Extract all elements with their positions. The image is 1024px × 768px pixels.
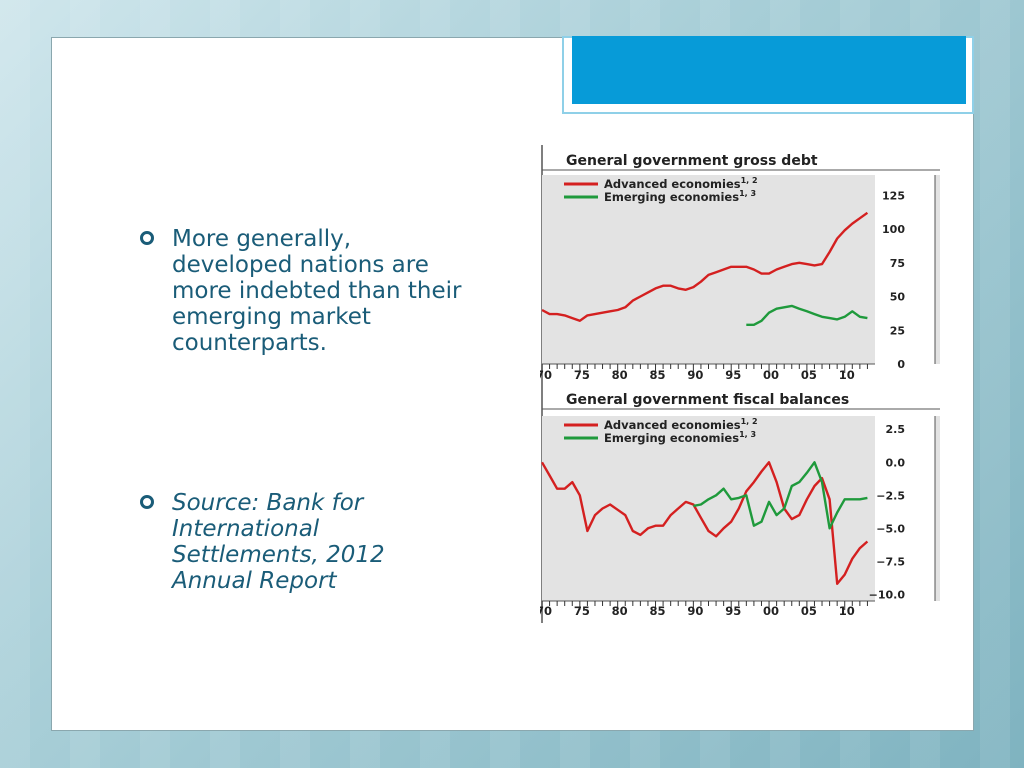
legend-label: Advanced economies1, 2 [604, 176, 758, 191]
series-line-emerging [693, 461, 868, 530]
series-line-advanced [540, 461, 869, 585]
x-tick-label: 10 [839, 604, 855, 618]
charts-svg: General government gross debt 0 25 50 75 100 1… [536, 145, 940, 627]
legend-superscript: 1, 2 [741, 176, 758, 185]
bullet-icon [140, 231, 154, 245]
y-tick-label: −7.5 [876, 555, 905, 568]
x-tick-label: 70 [540, 368, 552, 382]
bullet-1-text: More generally, developed nations are mo… [172, 226, 462, 356]
legend-label: Advanced economies1, 2 [604, 417, 758, 432]
x-tick-label: 75 [574, 604, 590, 618]
x-tick-label: 00 [763, 368, 779, 382]
legend-name: Emerging economies [604, 190, 739, 204]
plot-area [542, 175, 875, 364]
y-tick-label: 25 [890, 324, 905, 337]
y-tick-label: 0 [897, 358, 905, 371]
x-tick-label: 80 [612, 604, 628, 618]
series-line-emerging [746, 304, 868, 326]
x-tick-label: 75 [574, 368, 590, 382]
legend-superscript: 1, 3 [739, 430, 756, 439]
x-tick-label: 10 [839, 368, 855, 382]
y-tick-label: 125 [882, 189, 905, 202]
legend-superscript: 1, 2 [741, 417, 758, 426]
x-tick-label: 90 [687, 604, 703, 618]
title-tab [572, 36, 966, 104]
plot-area [542, 416, 875, 601]
chart-title: General government gross debt [566, 153, 818, 169]
x-tick-label: 70 [540, 604, 552, 618]
x-tick-label: 95 [725, 368, 741, 382]
y-tick-label: 0.0 [886, 456, 906, 469]
y-tick-label: −10.0 [869, 588, 906, 601]
bullet-1: More generally, developed nations are mo… [140, 226, 470, 356]
y-tick-label: 2.5 [886, 423, 906, 436]
legend-name: Advanced economies [604, 177, 741, 191]
x-tick-label: 05 [801, 368, 817, 382]
x-tick-label: 85 [650, 368, 666, 382]
x-tick-label: 05 [801, 604, 817, 618]
x-tick-label: 80 [612, 368, 628, 382]
x-tick-label: 00 [763, 604, 779, 618]
y-tick-label: 75 [890, 257, 905, 270]
x-tick-label: 85 [650, 604, 666, 618]
series-line-advanced [541, 211, 869, 322]
y-tick-label: 50 [890, 291, 906, 304]
chart-image: General government gross debt 0 25 50 75 100 1… [536, 145, 940, 627]
chart-title: General government fiscal balances [566, 392, 849, 408]
x-tick-label: 95 [725, 604, 741, 618]
adjacent-panel-edge [935, 416, 940, 601]
x-tick-label: 90 [687, 368, 703, 382]
legend-name: Emerging economies [604, 431, 739, 445]
bullet-2-text: Source: Bank for International Settlemen… [172, 490, 385, 594]
y-tick-label: 100 [882, 223, 905, 236]
legend-label: Emerging economies1, 3 [604, 189, 756, 204]
legend-name: Advanced economies [604, 418, 741, 432]
adjacent-panel-edge [935, 175, 940, 364]
bullet-icon [140, 495, 154, 509]
y-tick-label: −2.5 [876, 489, 905, 502]
bullet-2: Source: Bank for International Settlemen… [140, 490, 440, 594]
legend-superscript: 1, 3 [739, 189, 756, 198]
legend-label: Emerging economies1, 3 [604, 430, 756, 445]
y-tick-label: −5.0 [876, 522, 905, 535]
